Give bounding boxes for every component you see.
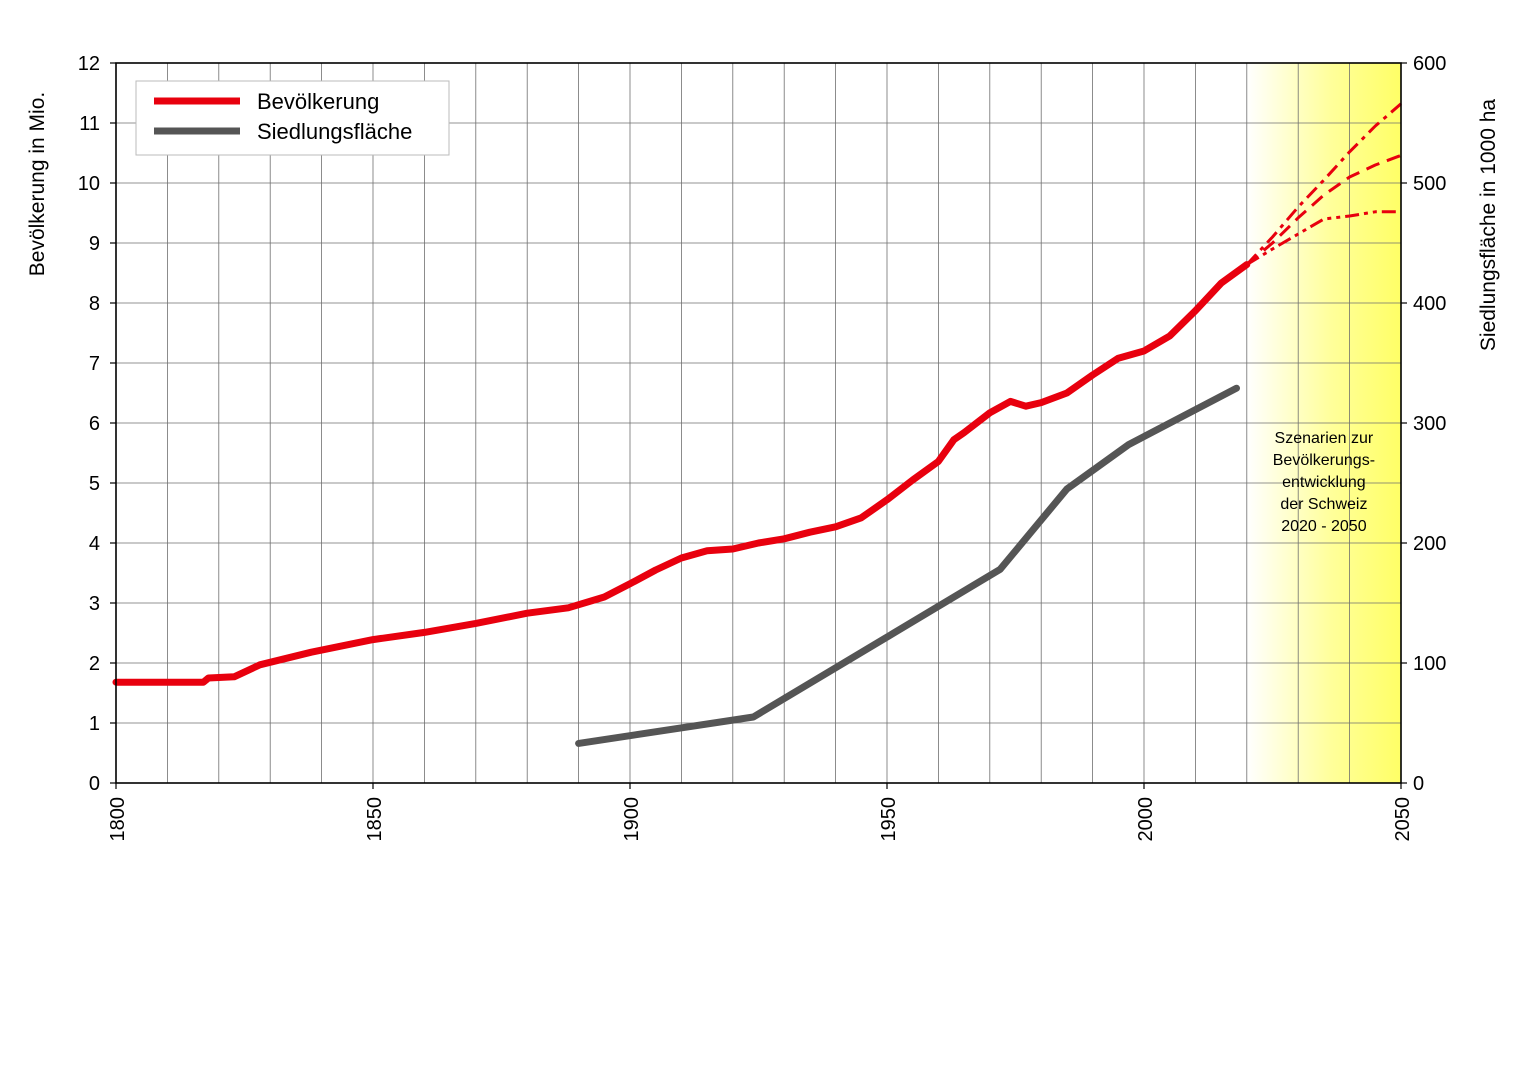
y-left-tick-label: 3 (89, 593, 100, 615)
tick-marks (110, 62, 1407, 789)
legend-box (135, 80, 450, 156)
scenario-note-line: der Schweiz (1280, 496, 1367, 513)
y-left-tick-label: 0 (89, 773, 100, 795)
y-left-tick-label: 6 (89, 413, 100, 435)
series-layer (112, 102, 1402, 747)
y-left-tick-label: 8 (89, 293, 100, 315)
y-left-tick-label: 2 (89, 653, 100, 675)
y-left-tick-label: 10 (78, 173, 100, 195)
y-right-tick-label: 100 (1413, 653, 1446, 675)
legend-label-siedlungsflaeche: Siedlungsfläche (257, 119, 412, 144)
series-line-siedlungsfl-che (575, 384, 1240, 747)
scenario-note-line: Szenarien zur (1275, 430, 1374, 447)
legend: Bevölkerung Siedlungsfläche (135, 80, 450, 156)
x-tick-label: 1950 (878, 797, 900, 842)
y-left-tick-label: 4 (89, 533, 100, 555)
x-tick-label: 1800 (107, 797, 129, 842)
y-left-tick-label: 9 (89, 233, 100, 255)
y-left-tick-label: 7 (89, 353, 100, 375)
scenario-note-line: Bevölkerungs- (1273, 452, 1375, 469)
x-tick-label: 2000 (1135, 797, 1157, 842)
x-tick-label: 1900 (621, 797, 643, 842)
y-left-tick-label: 1 (89, 713, 100, 735)
y-left-tick-label: 12 (78, 53, 100, 75)
series-line-bev-lkerung (112, 261, 1251, 686)
y-right-tick-label: 300 (1413, 413, 1446, 435)
y-axis-right-label: Siedlungsfläche in 1000 ha (1477, 99, 1500, 352)
y-right-tick-label: 0 (1413, 773, 1424, 795)
scenario-line-2 (1245, 102, 1402, 266)
scenario-note: Szenarien zur Bevölkerungs-entwicklung der… (1273, 430, 1375, 535)
y-left-tick-label: 5 (89, 473, 100, 495)
y-right-tick-label: 400 (1413, 293, 1446, 315)
x-tick-label: 2050 (1392, 797, 1414, 842)
scenario-line-3 (1245, 153, 1402, 266)
scenario-note-line: entwicklung (1282, 474, 1366, 491)
y-right-tick-label: 200 (1413, 533, 1446, 555)
y-right-tick-label: 500 (1413, 173, 1446, 195)
y-axis-left-label: Bevölkerung in Mio. (26, 92, 49, 276)
y-right-tick-label: 600 (1413, 53, 1446, 75)
x-tick-label: 1850 (364, 797, 386, 842)
scenario-note-line: 2020 - 2050 (1281, 518, 1367, 535)
y-left-tick-label: 11 (79, 113, 100, 135)
legend-label-bevoelkerung: Bevölkerung (257, 89, 379, 114)
grid-lines (116, 63, 1401, 783)
scenario-line-4 (1246, 210, 1401, 266)
